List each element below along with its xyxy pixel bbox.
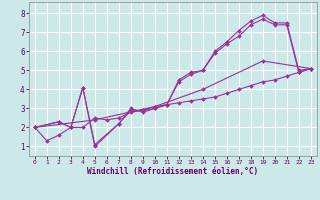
X-axis label: Windchill (Refroidissement éolien,°C): Windchill (Refroidissement éolien,°C): [87, 167, 258, 176]
